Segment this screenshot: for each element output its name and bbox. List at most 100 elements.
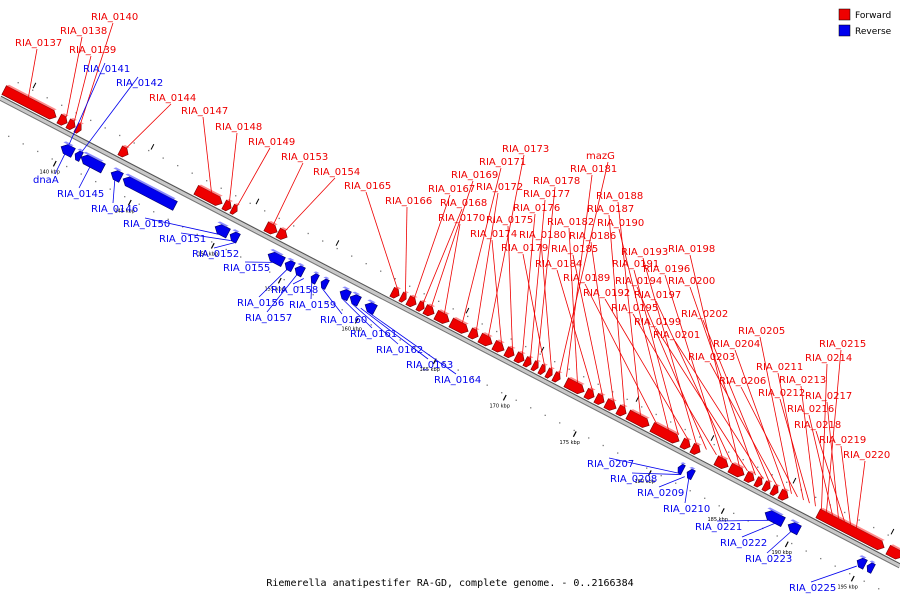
leader-line bbox=[66, 36, 83, 117]
forward-gene bbox=[563, 376, 585, 395]
gene-label: RIA_0142 bbox=[116, 78, 163, 89]
tick-major bbox=[647, 470, 652, 477]
gene-label: RIA_0168 bbox=[440, 198, 487, 209]
gene-label: RIA_0182 bbox=[547, 217, 594, 228]
forward-gene bbox=[422, 303, 436, 317]
forward-gene bbox=[448, 317, 469, 334]
forward-gene bbox=[815, 508, 885, 551]
gene-label: RIA_0189 bbox=[563, 273, 610, 284]
leader-line bbox=[476, 192, 499, 331]
gene-label: RIA_0223 bbox=[745, 554, 792, 565]
tick-minor bbox=[530, 407, 532, 409]
tick-minor bbox=[32, 89, 34, 91]
gene-label: RIA_0206 bbox=[719, 376, 766, 387]
tick-minor bbox=[138, 203, 140, 205]
tick-minor bbox=[225, 248, 227, 251]
leader-line bbox=[405, 206, 408, 294]
gene-label: RIA_0144 bbox=[149, 93, 196, 104]
leader-line bbox=[658, 476, 685, 488]
tick-minor bbox=[80, 173, 82, 175]
tick-minor bbox=[496, 330, 498, 333]
gene-label: RIA_0190 bbox=[597, 218, 644, 229]
gene-label: RIA_0141 bbox=[83, 64, 130, 75]
leader-line bbox=[229, 132, 238, 202]
tick-minor bbox=[293, 225, 295, 227]
leader-line bbox=[537, 186, 556, 362]
leader-line bbox=[431, 180, 474, 307]
backbone-fill bbox=[0, 96, 900, 568]
gene-label: RIA_0193 bbox=[621, 247, 668, 258]
leader-line bbox=[126, 103, 172, 149]
leader-line bbox=[808, 414, 833, 516]
tick-minor bbox=[858, 519, 860, 521]
leader-line bbox=[826, 401, 839, 519]
leader-line bbox=[310, 282, 313, 300]
tick-minor bbox=[472, 376, 474, 379]
gene-label: RIA_0197 bbox=[634, 290, 681, 301]
gene-label: RIA_0214 bbox=[805, 353, 852, 364]
tick-minor bbox=[119, 134, 121, 137]
forward-gene bbox=[727, 462, 745, 478]
leader-line bbox=[491, 239, 502, 344]
leader-line bbox=[414, 194, 451, 298]
tick-minor bbox=[699, 436, 701, 438]
tick-minor bbox=[815, 496, 817, 499]
forward-gene bbox=[477, 332, 493, 347]
tick-minor bbox=[791, 542, 793, 545]
tick-minor bbox=[771, 474, 773, 476]
tick-label: 180 kbp bbox=[635, 479, 655, 485]
legend-reverse-label: Reverse bbox=[855, 27, 892, 37]
gene-label: RIA_0145 bbox=[57, 189, 104, 200]
leader-line bbox=[507, 225, 513, 349]
forward-gene bbox=[649, 421, 680, 444]
tick-minor bbox=[283, 278, 285, 281]
leader-line bbox=[734, 349, 786, 491]
tick-minor bbox=[351, 255, 353, 257]
leader-line bbox=[285, 177, 336, 231]
forward-gene bbox=[777, 488, 790, 501]
leader-line bbox=[112, 180, 116, 204]
gene-label: RIA_0225 bbox=[789, 583, 836, 594]
tick-minor bbox=[718, 505, 720, 507]
gene-label: RIA_0209 bbox=[637, 488, 684, 499]
tick-minor bbox=[235, 195, 237, 197]
leader-line bbox=[664, 274, 723, 459]
gene-label: RIA_0162 bbox=[376, 345, 423, 356]
gene-label: RIA_0146 bbox=[91, 204, 138, 215]
tick-upper bbox=[150, 143, 155, 150]
gene-label: RIA_0217 bbox=[805, 391, 852, 402]
tick-minor bbox=[820, 557, 822, 560]
tick-minor bbox=[588, 437, 590, 439]
tick-minor bbox=[133, 142, 135, 144]
leader-line bbox=[540, 240, 552, 370]
reverse-gene bbox=[677, 462, 686, 475]
tick-label: 165 kbp bbox=[420, 367, 440, 373]
tick-label: 190 kbp bbox=[772, 550, 792, 556]
leader-line bbox=[572, 254, 603, 396]
tick-minor bbox=[631, 459, 633, 462]
tick-minor bbox=[8, 135, 10, 138]
tick-minor bbox=[559, 422, 561, 424]
tick-marks: 140 kbp 145 kbp 150 kbp 155 kbp 160 kbp 165 k… bbox=[8, 82, 895, 590]
tick-upper bbox=[890, 528, 895, 535]
legend-forward-swatch bbox=[838, 8, 851, 21]
tick-minor bbox=[597, 383, 599, 385]
tick-minor bbox=[322, 240, 324, 242]
tick-minor bbox=[254, 263, 256, 266]
tick-minor bbox=[568, 368, 570, 370]
tick-minor bbox=[684, 428, 686, 431]
leader-line bbox=[674, 340, 764, 480]
forward-gene bbox=[1, 84, 57, 120]
reverse-gene bbox=[294, 263, 306, 278]
forward-gene bbox=[229, 203, 240, 215]
forward-gene bbox=[467, 327, 480, 340]
gene-label: RIA_0158 bbox=[271, 285, 318, 296]
reverse-gene bbox=[339, 286, 352, 302]
leader-line bbox=[180, 232, 231, 241]
tick-minor bbox=[612, 391, 614, 393]
gene-label: RIA_0138 bbox=[60, 26, 107, 37]
gene-label: RIA_0210 bbox=[663, 504, 710, 515]
gene-label: RIA_0156 bbox=[237, 298, 284, 309]
tick-minor bbox=[124, 196, 126, 198]
tick-minor bbox=[148, 149, 150, 152]
